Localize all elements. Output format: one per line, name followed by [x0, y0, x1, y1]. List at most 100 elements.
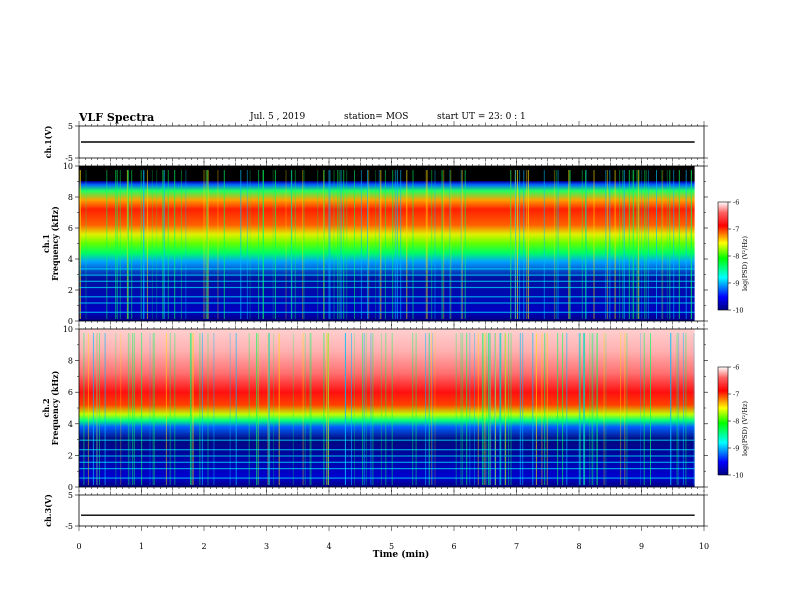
- ch1-spectrogram-streak: [384, 170, 386, 319]
- ch1-spectrogram-streak: [636, 170, 638, 319]
- ch2-spectrogram-streak: [327, 333, 329, 485]
- ch1-spectrogram-y-tick-label: 8: [68, 193, 73, 202]
- ch2-spectrogram-streak: [190, 333, 192, 485]
- ch2-spectrogram-streak: [229, 333, 231, 485]
- ch1-spectrogram-streak: [375, 170, 377, 319]
- ch1-spectrogram-streak: [614, 170, 616, 319]
- ch2-spectrogram-colorbar-tick-label: -7: [733, 391, 739, 399]
- ch2-spectrogram-streak: [351, 333, 352, 485]
- ch2-spectrogram-streak: [309, 333, 311, 485]
- x-tick-label: 0: [76, 542, 81, 551]
- x-tick-label: 1: [139, 542, 144, 551]
- ch1-spectrogram-streak: [449, 170, 450, 319]
- ch1-spectrogram-streak: [249, 170, 251, 319]
- ch1-spectrogram-streak: [543, 170, 545, 319]
- ch1-spectrogram-streak: [637, 170, 639, 319]
- ch1-spectrogram-streak: [645, 170, 647, 319]
- ch2-spectrogram-streak: [96, 333, 98, 485]
- ch2-spectrogram-streak: [562, 333, 564, 485]
- ch1-spectrogram-streak: [623, 170, 625, 319]
- ch2-spectrogram-colorbar: [717, 366, 729, 476]
- ch1-spectrogram-streak: [367, 170, 368, 319]
- ch1-spectrogram-y-tick-label: 0: [68, 317, 73, 326]
- ch1-spectrogram-streak: [460, 170, 462, 319]
- ch1-spectrogram-streak: [593, 170, 595, 319]
- ch1-spectrogram-streak: [162, 170, 164, 319]
- ch1-spectrogram-streak: [406, 170, 408, 319]
- ch2-spectrogram-streak: [302, 333, 304, 485]
- ch2-spectrogram-streak: [278, 333, 280, 485]
- ch1-spectrogram-streak: [346, 170, 348, 319]
- ch1-spectrogram-colorbar-tick-label: -10: [733, 307, 743, 315]
- ch1-spectrogram-streak: [115, 170, 117, 319]
- ch2-spectrogram-streak: [115, 333, 117, 485]
- ch2-spectrogram-streak: [494, 333, 496, 485]
- ch1-spectrogram-streak: [606, 170, 608, 319]
- ch1-spectrogram-streak: [519, 170, 521, 319]
- ch1-spectrogram-streak: [669, 170, 671, 319]
- ch2-spectrogram-band-line: [79, 449, 695, 451]
- ch1-waveform-ylabel: ch.1(V): [43, 125, 53, 158]
- ch2-spectrogram-streak: [257, 333, 259, 485]
- ch2-spectrogram-streak: [201, 333, 203, 485]
- ch1-spectrogram-streak: [317, 170, 319, 319]
- ch1-spectrogram-streak: [400, 170, 402, 319]
- ch1-spectrogram-streak: [638, 170, 640, 319]
- ch2-spectrogram-streak: [522, 333, 524, 485]
- ch1-spectrogram-streak: [340, 170, 342, 319]
- ch2-spectrogram-streak: [213, 333, 215, 485]
- ch1-spectrogram-band-line: [79, 280, 695, 282]
- ch1-spectrogram-streak: [557, 170, 559, 319]
- ch2-spectrogram-streak: [431, 333, 432, 485]
- ch2-spectrogram-streak: [626, 333, 628, 485]
- ch2-spectrogram-streak: [432, 333, 434, 485]
- ch1-spectrogram-streak: [291, 170, 293, 319]
- ch1-spectrogram-streak: [690, 170, 692, 319]
- ch1-spectrogram-colorbar-tick-label: -9: [733, 280, 739, 288]
- ch1-spectrogram-streak: [568, 170, 570, 319]
- ch2-spectrogram-band-line: [79, 461, 695, 463]
- ch2-spectrogram-streak: [603, 333, 605, 485]
- ch2-spectrogram-streak: [544, 333, 546, 485]
- ch2-spectrogram-streak: [174, 333, 176, 485]
- ch1-spectrogram-streak: [619, 170, 621, 319]
- ch1-spectrogram-streak: [360, 170, 362, 319]
- station-label: station= MOS: [344, 112, 409, 122]
- ch3-waveform-y-tick-label: 5: [68, 491, 73, 500]
- ch1-spectrogram-streak: [333, 170, 335, 319]
- ch1-spectrogram-streak: [367, 170, 369, 319]
- ch1-spectrogram-ylabel: Frequency (kHz): [50, 206, 60, 281]
- ch2-spectrogram-streak: [132, 333, 134, 485]
- ch1-waveform-y-tick-label: -5: [65, 154, 73, 163]
- ch2-spectrogram-streak: [678, 333, 680, 485]
- ch1-spectrogram-streak: [553, 170, 555, 319]
- ch1-spectrogram-streak: [380, 170, 382, 319]
- ch1-spectrogram-streak: [673, 170, 675, 319]
- ch1-spectrogram-streak: [203, 170, 205, 319]
- ch1-spectrogram-image: [79, 166, 695, 321]
- ch2-spectrogram-streak: [643, 333, 645, 485]
- ch2-spectrogram-streak: [92, 333, 94, 485]
- ch2-spectrogram-y-tick-label: 6: [68, 388, 73, 397]
- ch1-spectrogram-streak: [624, 170, 625, 319]
- ch2-spectrogram-streak: [484, 333, 486, 485]
- ch2-spectrogram-streak: [487, 333, 489, 485]
- ch1-spectrogram-streak: [339, 170, 341, 319]
- ch1-spectrogram-streak: [666, 170, 668, 319]
- ch2-spectrogram-streak: [169, 333, 171, 485]
- ch1-spectrogram-streak: [294, 170, 296, 319]
- ch1-spectrogram-ylabel-top: ch.1: [41, 234, 51, 253]
- ch1-spectrogram-colorbar-tick-label: -6: [733, 199, 739, 207]
- ch1-spectrogram-streak: [622, 170, 624, 319]
- ch1-spectrogram-streak: [443, 170, 445, 319]
- ch2-spectrogram-streak: [505, 333, 507, 485]
- ch2-spectrogram-streak: [207, 333, 209, 485]
- ch1-spectrogram-streak: [523, 170, 525, 319]
- ch1-spectrogram-streak: [464, 170, 466, 319]
- ch2-spectrogram-streak: [546, 333, 548, 485]
- ch2-spectrogram-streak: [469, 333, 471, 485]
- ch2-spectrogram-streak: [87, 333, 89, 485]
- ch1-spectrogram-streak: [685, 170, 687, 319]
- ch2-spectrogram-y-tick-label: 10: [63, 325, 73, 334]
- ch1-spectrogram-streak: [368, 170, 370, 319]
